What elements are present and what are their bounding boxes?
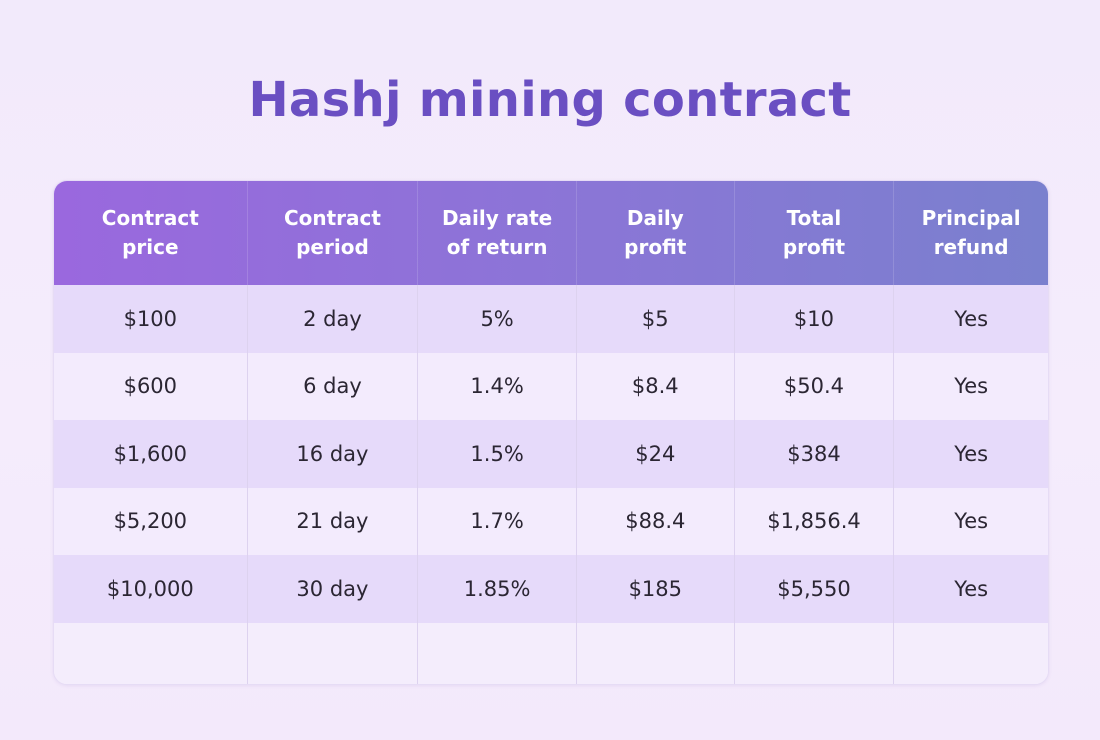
header-contract-period: Contract period [248,181,419,285]
cell-contract-price: $1,600 [54,420,248,488]
cell-daily-profit: $88.4 [577,487,735,555]
cell-daily-profit: $5 [577,285,735,353]
cell-contract-period: 2 day [248,285,419,353]
table-row: $100 2 day 5% $5 $10 Yes [54,285,1048,353]
empty-cell [418,622,577,684]
empty-cell [577,622,735,684]
cell-daily-profit: $8.4 [577,352,735,420]
cell-daily-rate: 1.7% [418,487,577,555]
cell-daily-profit: $24 [577,420,735,488]
empty-cell [894,623,1048,685]
table-header-row: Contract price Contract period Daily rat… [54,181,1048,285]
cell-contract-price: $600 [54,352,248,420]
cell-contract-period: 16 day [248,420,419,488]
cell-daily-rate: 1.85% [418,555,577,623]
header-total-profit: Total profit [735,181,895,285]
cell-total-profit: $10 [735,285,895,353]
header-daily-profit: Daily profit [577,181,735,285]
cell-principal-refund: Yes [954,509,989,534]
cell-contract-period: 21 day [248,487,419,555]
cell-contract-period: 30 day [248,555,419,623]
cell-contract-price: $10,000 [54,555,248,623]
empty-cell [248,622,419,684]
table-row: $5,200 21 day 1.7% $88.4 $1,856.4 Yes [54,487,1048,555]
empty-cell [735,622,895,684]
header-contract-price: Contract price [54,181,248,285]
cell-principal-refund: Yes [954,306,989,331]
table-row: $1,600 16 day 1.5% $24 $384 Yes [54,420,1048,488]
cell-principal-refund: Yes [954,374,989,399]
header-principal-refund: Principal refund [921,206,1021,259]
cell-contract-period: 6 day [248,352,419,420]
cell-total-profit: $384 [735,420,895,488]
cell-total-profit: $5,550 [735,555,895,623]
cell-daily-rate: 1.4% [418,352,577,420]
cell-principal-refund: Yes [954,576,989,601]
cell-contract-price: $5,200 [54,487,248,555]
cell-contract-price: $100 [54,285,248,353]
cell-total-profit: $1,856.4 [735,487,895,555]
empty-cell [54,622,248,684]
table-row-empty [54,622,1048,685]
page-title: Hashj mining contract [248,72,852,128]
header-daily-rate: Daily rate of return [418,181,577,285]
table-row: $10,000 30 day 1.85% $185 $5,550 Yes [54,555,1048,623]
cell-daily-rate: 1.5% [418,420,577,488]
cell-principal-refund: Yes [954,441,989,466]
contract-table: Contract price Contract period Daily rat… [53,180,1049,685]
table-row: $600 6 day 1.4% $8.4 $50.4 Yes [54,352,1048,420]
cell-daily-profit: $185 [577,555,735,623]
cell-daily-rate: 5% [418,285,577,353]
cell-total-profit: $50.4 [735,352,895,420]
